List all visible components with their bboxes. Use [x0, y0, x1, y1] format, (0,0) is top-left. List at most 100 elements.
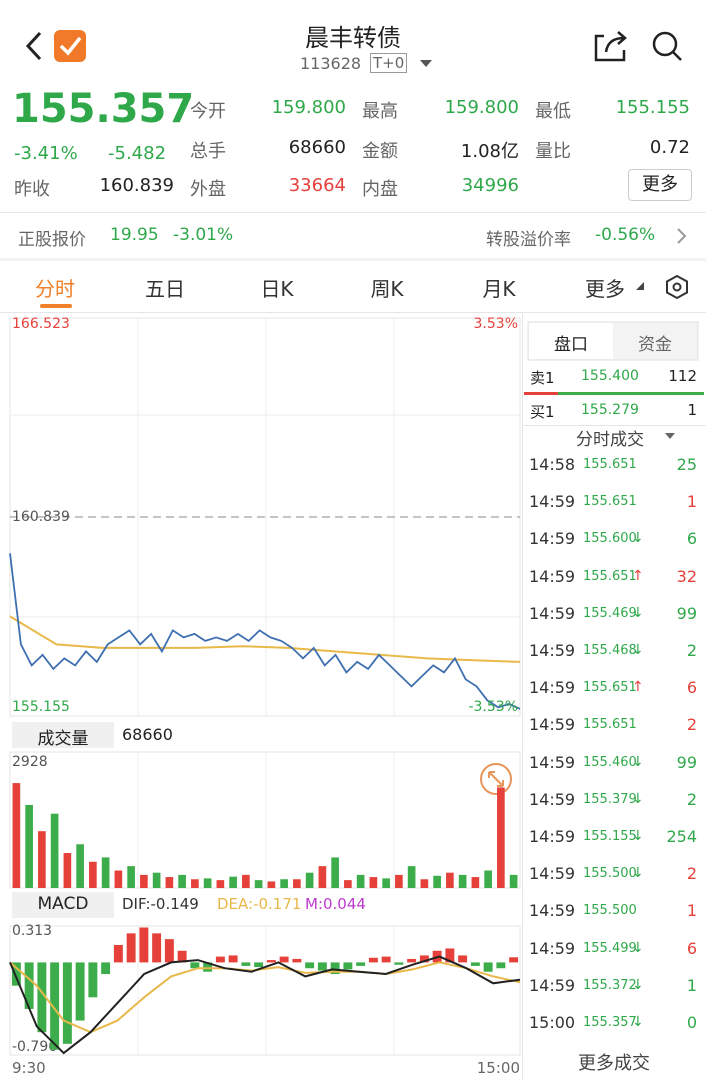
- x-label: 9:30: [12, 1059, 46, 1077]
- macd-bar: [458, 955, 468, 963]
- volume-bar: [267, 881, 276, 888]
- trade-price: 155.651: [583, 494, 637, 510]
- macd-bar: [113, 944, 123, 963]
- volume-bar: [318, 866, 327, 888]
- volume-bar: [140, 874, 148, 888]
- macd-bar: [190, 962, 200, 969]
- macd-bar: [37, 962, 47, 1033]
- trade-dir: ↓: [632, 642, 644, 658]
- trade-dir: ↑: [632, 567, 644, 584]
- macd-bar: [305, 962, 315, 969]
- macd-bar: [445, 948, 455, 963]
- volume-bar: [433, 875, 441, 888]
- trade-price: 155.460: [583, 754, 637, 770]
- volume-bar: [178, 874, 186, 888]
- tab[interactable]: 月K: [482, 277, 516, 301]
- pct-label: -3.53%: [468, 699, 518, 715]
- macd-bar: [356, 962, 366, 966]
- volume-bar: [509, 874, 518, 888]
- dropdown-icon[interactable]: [420, 60, 432, 67]
- trade-time: 14:59: [529, 603, 576, 623]
- price: 155.357: [12, 86, 195, 132]
- macd-bar: [228, 955, 238, 963]
- volume-bar: [382, 878, 390, 888]
- pct-label: 3.53%: [474, 316, 518, 332]
- trade-vol: 6: [686, 678, 697, 698]
- share-icon[interactable]: [594, 31, 627, 62]
- trade-vol: 6: [686, 938, 697, 958]
- macd-bar: [254, 962, 264, 968]
- macd-bar: [177, 950, 187, 963]
- stock-price: 19.95: [110, 225, 159, 245]
- quote-label: 最低: [535, 101, 571, 122]
- trade-time: 14:59: [529, 678, 576, 698]
- volume-button[interactable]: 成交量: [37, 729, 89, 749]
- tab[interactable]: 五日: [145, 277, 185, 301]
- tab-underline: [40, 304, 72, 308]
- trade-vol: 6: [686, 529, 697, 549]
- premium-label[interactable]: 转股溢价率: [486, 230, 571, 250]
- search-icon[interactable]: [652, 31, 682, 61]
- quote-label: 今开: [190, 101, 226, 122]
- macd-button[interactable]: MACD: [37, 894, 89, 914]
- trade-time: 14:59: [529, 715, 576, 735]
- trade-dir: ↓: [632, 976, 644, 993]
- macd-bar: [330, 962, 340, 975]
- tab[interactable]: 更多: [585, 277, 625, 301]
- change-pct: -3.41%: [14, 143, 78, 164]
- volume-bar: [89, 861, 97, 888]
- buy-vol: 1: [687, 401, 697, 419]
- tab[interactable]: 日K: [260, 277, 294, 301]
- side-tab[interactable]: 资金: [638, 335, 672, 355]
- quote-value: 159.800: [444, 97, 519, 118]
- volume-bar: [344, 880, 352, 888]
- tab[interactable]: 分时: [35, 277, 75, 301]
- ref-label: 160.839: [12, 509, 70, 525]
- trade-price: 155.600: [583, 531, 637, 547]
- volume-bar: [395, 874, 403, 888]
- trade-time: 14:59: [529, 827, 576, 846]
- quote-label: 总手: [190, 141, 226, 162]
- trade-price: 155.499: [583, 940, 637, 956]
- y-label: 0.313: [12, 923, 52, 939]
- expand-icon[interactable]: [480, 763, 512, 795]
- macd-bar: [292, 958, 302, 963]
- sell-price: 155.400: [581, 368, 639, 384]
- volume-bar: [114, 870, 123, 888]
- y-label: -0.796: [12, 1039, 57, 1055]
- volume-bar: [38, 831, 46, 888]
- side-tab[interactable]: 盘口: [554, 335, 588, 355]
- macd-bar: [470, 962, 480, 966]
- tab[interactable]: 周K: [370, 277, 404, 301]
- trades-title[interactable]: 分时成交: [576, 430, 644, 450]
- trade-time: 14:59: [529, 864, 576, 884]
- trade-dir: ↓: [632, 939, 644, 956]
- trade-vol: 2: [686, 715, 697, 735]
- volume-bar: [356, 874, 365, 888]
- more-button[interactable]: 更多: [628, 169, 692, 201]
- trade-vol: 2: [686, 864, 697, 884]
- macd-bar: [496, 962, 506, 969]
- trade-price: 155.155: [583, 829, 637, 844]
- macd-bar: [394, 962, 404, 965]
- code: 113628: [300, 54, 362, 73]
- premium: -0.56%: [595, 225, 656, 245]
- volume-bar: [101, 857, 110, 888]
- trade-vol: 254: [666, 827, 697, 846]
- trade-vol: 32: [676, 566, 697, 586]
- back-icon[interactable]: [25, 31, 42, 61]
- more-trades[interactable]: 更多成交: [578, 1053, 650, 1074]
- volume-bar: [152, 872, 161, 888]
- trade-dir: ↓: [632, 1014, 644, 1030]
- volume-total: 68660: [122, 725, 173, 744]
- title: 晨丰转债: [305, 24, 401, 52]
- volume-bar: [471, 877, 480, 888]
- trade-time: 14:59: [529, 641, 576, 660]
- volume-bar: [305, 872, 314, 888]
- trade-price: 155.500: [583, 903, 637, 919]
- settings-icon[interactable]: [666, 274, 688, 300]
- tag: T+0: [370, 53, 408, 73]
- trade-vol: 1: [686, 492, 697, 512]
- trade-dir: ↓: [632, 790, 644, 807]
